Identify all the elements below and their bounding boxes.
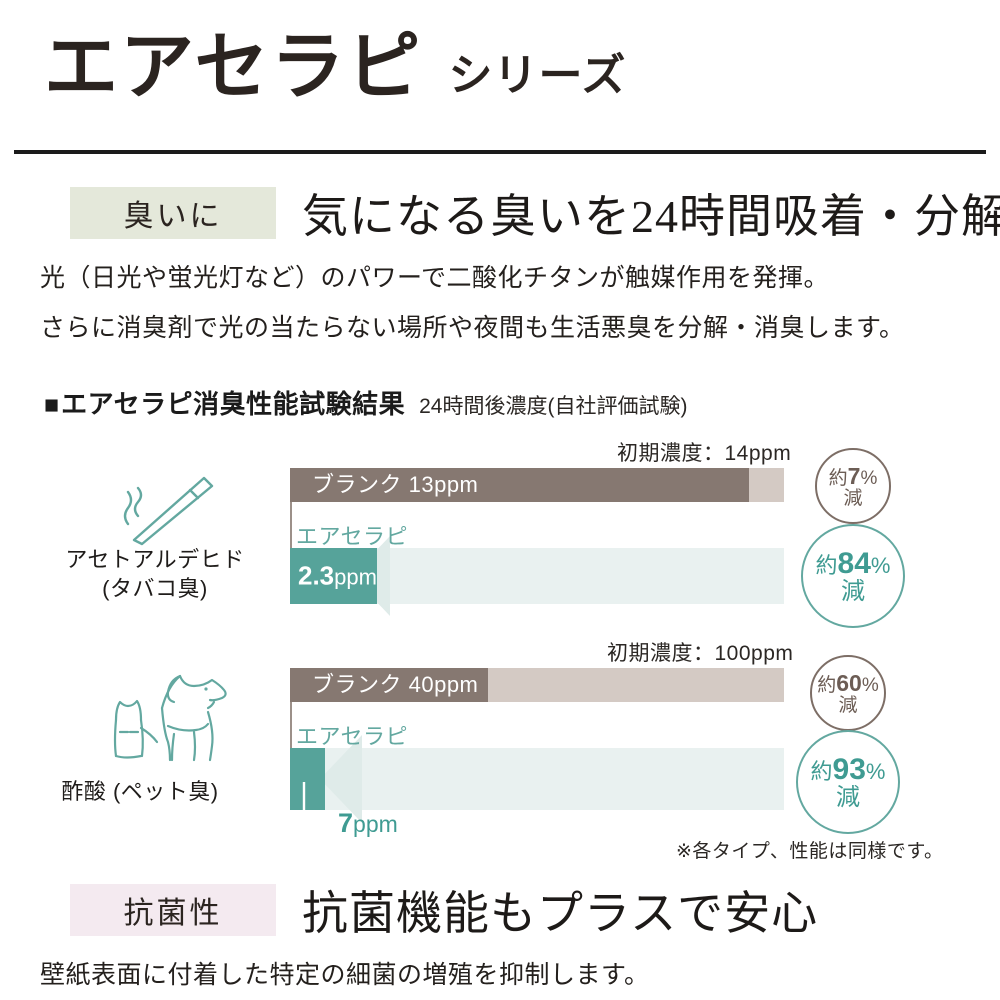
antibac-section-header: 抗菌性 抗菌機能もプラスで安心 [70,877,818,943]
reduction-badge-blank-2: 約60% 減 [810,655,886,731]
initial-concentration-label-2: 初期濃度：100ppm [607,642,794,665]
odor-body-line-1: 光（日光や蛍光灯など）のパワーで二酸化チタンが触媒作用を発揮。 [40,265,830,292]
blank-bar-fill-1: ブランク 13ppm [290,468,749,502]
product-band-2 [290,748,784,810]
initial-concentration-label-1: 初期濃度：14ppm [617,442,792,465]
test-result-heading: ■ エアセラピ消臭性能試験結果 24時間後濃度(自社評価試験) [44,384,687,421]
reduction-badge-product-2-line2: 減 [836,784,860,812]
reduction-badge-product-1: 約84% 減 [801,524,905,628]
page-title: エアセラピ シリーズ [44,30,626,104]
cigarette-icon [112,466,232,551]
antibac-badge: 抗菌性 [70,884,276,936]
blank-bar-track-2: ブランク 40ppm [290,668,784,702]
axis-tick-2 [290,702,292,750]
category-label-acetic-acid: 酢酸 (ペット臭) [61,779,219,804]
category-label-acetaldehyde: アセトアルデヒド (タバコ臭) [65,547,245,601]
antibac-body-line-1: 壁紙表面に付着した特定の細菌の増殖を抑制します。 [40,962,650,989]
cat-dog-icon [98,662,248,782]
reduction-badge-blank-1-line1: 約7% [828,462,878,489]
blank-bar-track-1: ブランク 13ppm [290,468,784,502]
reduction-badge-blank-2-line2: 減 [838,694,858,716]
antibac-headline: 抗菌機能もプラスで安心 [302,888,819,939]
leader-line-2 [302,782,342,824]
product-bar-1: 2.3ppm [290,548,377,604]
product-bar-value-2: 7ppm [338,808,398,838]
blank-bar-label-2: ブランク 40ppm [312,672,479,697]
odor-headline: 気になる臭いを24時間吸着・分解 [302,191,1000,242]
test-heading-note: 24時間後濃度(自社評価試験) [419,395,688,418]
reduction-badge-product-2: 約93% 減 [796,730,900,834]
test-heading-text: エアセラピ消臭性能試験結果 [61,389,406,419]
odor-body-line-2: さらに消臭剤で光の当たらない場所や夜間も生活悪臭を分解・消臭します。 [40,315,905,342]
blank-bar-label-1: ブランク 13ppm [312,472,479,497]
odor-section-header: 臭いに 気になる臭いを24時間吸着・分解 [70,180,1000,246]
title-divider [14,150,986,154]
title-sub: シリーズ [448,51,627,100]
reduction-badge-blank-2-line1: 約60% [817,669,879,696]
product-series-label-1: エアセラピ [296,524,409,549]
reduction-badge-product-1-line2: 減 [841,578,865,606]
square-bullet-icon: ■ [44,391,60,419]
axis-tick-1 [290,502,292,550]
reduction-badge-product-1-line1: 約84% [815,546,891,580]
reduction-badge-blank-1: 約7% 減 [815,448,891,524]
product-bar-value-1: 2.3ppm [298,560,377,591]
blank-bar-fill-2: ブランク 40ppm [290,668,488,702]
reduction-badge-product-2-line1: 約93% [810,752,886,786]
arrow-left-icon-2 [320,735,362,823]
chart-footnote: ※各タイプ、性能は同様です。 [676,841,944,862]
title-main: エアセラピ [44,25,423,108]
reduction-badge-blank-1-line2: 減 [843,487,863,509]
odor-badge: 臭いに [70,187,276,239]
product-bar-2 [290,748,325,810]
product-series-label-2: エアセラピ [296,724,409,749]
